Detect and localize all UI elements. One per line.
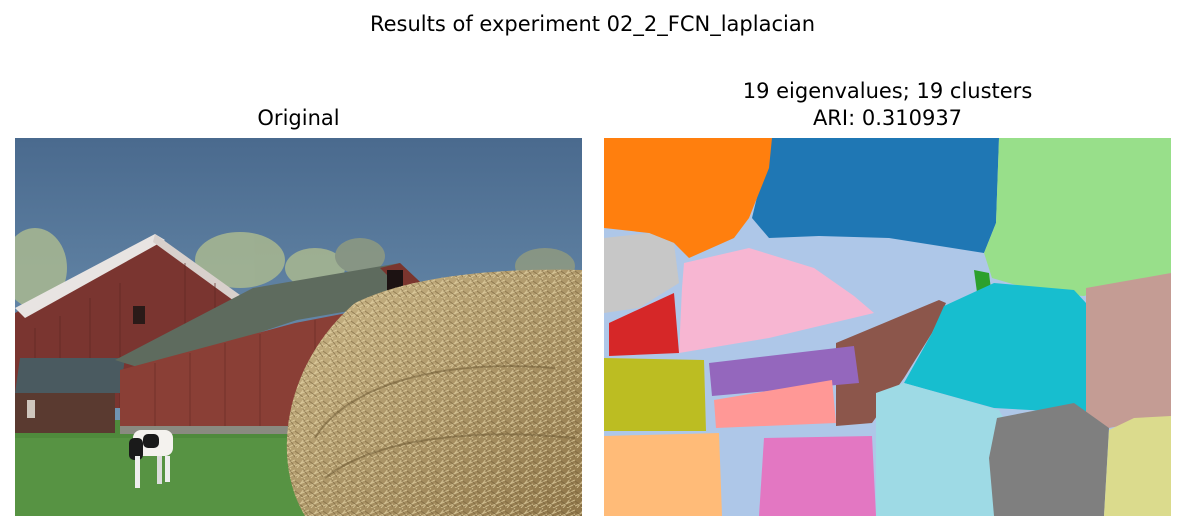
cluster-region <box>1086 273 1171 428</box>
barn-photo <box>15 138 582 516</box>
cluster-region <box>759 436 876 516</box>
cluster-map <box>604 138 1171 516</box>
right-panel-title: 19 eigenvalues; 19 clusters ARI: 0.31093… <box>604 78 1171 132</box>
cluster-region <box>604 138 772 258</box>
cluster-region <box>679 248 874 353</box>
cluster-region <box>984 138 1171 296</box>
cluster-region <box>604 433 722 516</box>
cluster-region <box>876 383 1009 516</box>
cluster-region <box>989 403 1109 516</box>
figure-suptitle: Results of experiment 02_2_FCN_laplacian <box>369 12 816 36</box>
cluster-region <box>836 300 946 426</box>
left-panel-title: Original <box>257 106 340 130</box>
cluster-region <box>604 233 679 313</box>
hay-bale <box>286 269 582 516</box>
right-panel-title-line2: ARI: 0.310937 <box>812 106 963 130</box>
cluster-region <box>904 283 1086 413</box>
cluster-region <box>1104 416 1171 516</box>
cow <box>129 430 173 488</box>
right-panel-title-line1: 19 eigenvalues; 19 clusters <box>742 79 1033 103</box>
original-image <box>15 138 582 516</box>
cluster-region <box>752 138 999 253</box>
cluster-region <box>609 293 679 356</box>
cluster-region <box>604 358 706 431</box>
segmentation-map <box>604 138 1171 516</box>
cluster-region <box>714 380 836 428</box>
shed <box>15 358 125 433</box>
